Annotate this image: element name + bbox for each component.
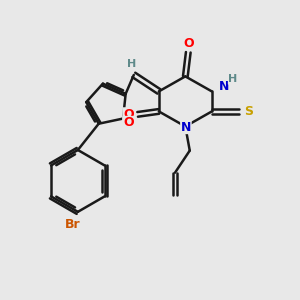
Text: O: O — [123, 116, 134, 130]
Text: O: O — [123, 108, 134, 121]
Text: N: N — [219, 80, 230, 93]
Text: H: H — [127, 59, 136, 69]
Text: S: S — [244, 105, 253, 118]
Text: Br: Br — [65, 218, 80, 231]
Text: H: H — [228, 74, 238, 84]
Text: N: N — [181, 121, 191, 134]
Text: O: O — [183, 37, 194, 50]
